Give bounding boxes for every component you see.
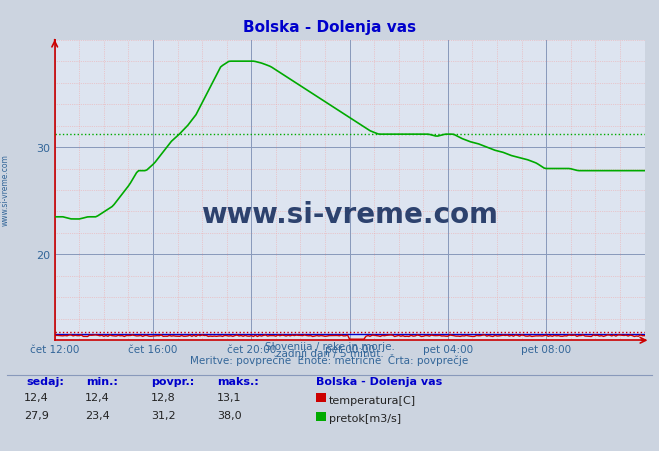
Text: Bolska - Dolenja vas: Bolska - Dolenja vas — [243, 20, 416, 35]
Text: 38,0: 38,0 — [217, 410, 242, 420]
Text: maks.:: maks.: — [217, 376, 259, 386]
Text: 31,2: 31,2 — [151, 410, 176, 420]
Text: zadnji dan / 5 minut.: zadnji dan / 5 minut. — [275, 348, 384, 358]
Text: pretok[m3/s]: pretok[m3/s] — [329, 414, 401, 423]
Text: www.si-vreme.com: www.si-vreme.com — [1, 153, 10, 226]
Text: 23,4: 23,4 — [85, 410, 110, 420]
Text: povpr.:: povpr.: — [152, 376, 195, 386]
Text: Slovenija / reke in morje.: Slovenija / reke in morje. — [264, 341, 395, 351]
Text: 13,1: 13,1 — [217, 392, 242, 402]
Text: 12,4: 12,4 — [85, 392, 110, 402]
Text: Bolska - Dolenja vas: Bolska - Dolenja vas — [316, 376, 443, 386]
Text: www.si-vreme.com: www.si-vreme.com — [201, 201, 498, 229]
Text: 12,8: 12,8 — [151, 392, 176, 402]
Text: Meritve: povprečne  Enote: metrične  Črta: povprečje: Meritve: povprečne Enote: metrične Črta:… — [190, 353, 469, 365]
Text: sedaj:: sedaj: — [26, 376, 64, 386]
Text: 27,9: 27,9 — [24, 410, 49, 420]
Text: 12,4: 12,4 — [24, 392, 49, 402]
Text: min.:: min.: — [86, 376, 117, 386]
Text: temperatura[C]: temperatura[C] — [329, 395, 416, 405]
